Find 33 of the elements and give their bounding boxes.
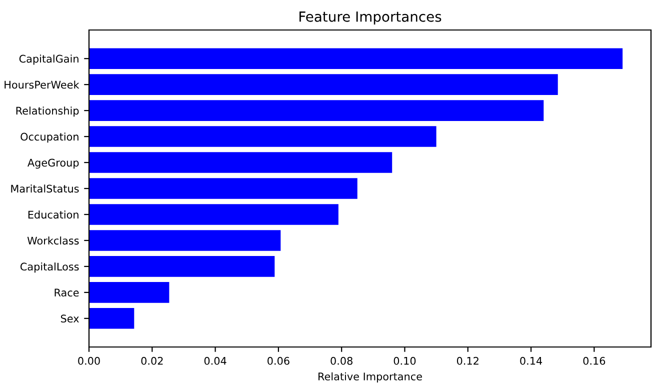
bar xyxy=(89,204,338,225)
bar xyxy=(89,48,623,69)
x-axis-title: Relative Importance xyxy=(318,372,422,382)
y-tick-label: Race xyxy=(54,288,79,297)
x-tick-label: 0.08 xyxy=(330,356,352,365)
x-tick-label: 0.02 xyxy=(141,356,163,365)
x-tick-label: 0.10 xyxy=(394,356,416,365)
x-tick-label: 0.06 xyxy=(268,356,290,365)
bar xyxy=(89,230,281,251)
y-tick-label: MaritalStatus xyxy=(11,184,79,193)
y-tick-label: Workclass xyxy=(27,236,79,245)
bar xyxy=(89,178,358,199)
bar xyxy=(89,152,392,173)
x-tick-label: 0.16 xyxy=(583,356,606,365)
bar xyxy=(89,308,134,329)
x-tick-label: 0.00 xyxy=(78,356,100,365)
bar xyxy=(89,126,436,147)
x-tick-label: 0.14 xyxy=(520,356,542,365)
y-tick-label: Education xyxy=(28,210,78,219)
bar xyxy=(89,282,170,303)
y-tick-label: HoursPerWeek xyxy=(4,80,80,89)
bar xyxy=(89,100,544,121)
x-tick-label: 0.12 xyxy=(456,356,478,365)
bar xyxy=(89,74,558,95)
y-tick-label: CapitalLoss xyxy=(20,262,79,273)
chart-title: Feature Importances xyxy=(300,12,442,25)
y-tick-label: CapitalGain xyxy=(19,54,78,65)
x-tick-label: 0.04 xyxy=(204,356,226,365)
y-tick-label: Occupation xyxy=(20,132,78,143)
y-tick-label: Relationship xyxy=(16,106,79,117)
bar xyxy=(89,256,275,277)
y-tick-label: Sex xyxy=(60,314,79,323)
y-tick-label: AgeGroup xyxy=(28,158,79,169)
